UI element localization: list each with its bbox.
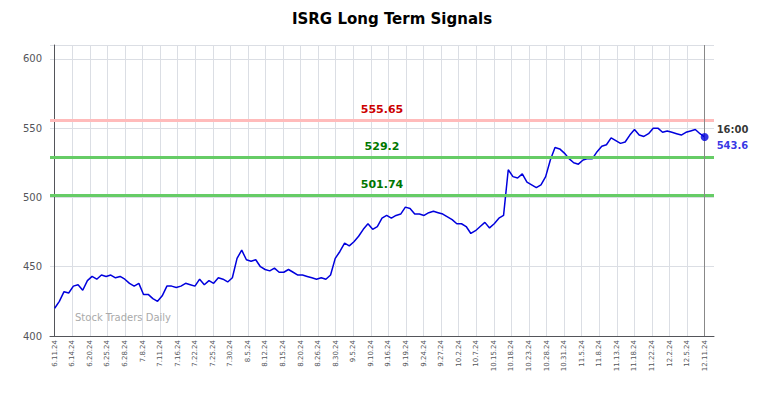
svg-text:400: 400	[23, 331, 42, 342]
svg-text:7.11.24: 7.11.24	[156, 339, 164, 366]
svg-text:10.7.24: 10.7.24	[472, 339, 480, 366]
svg-text:8.12.24: 8.12.24	[261, 339, 269, 366]
svg-text:9.27.24: 9.27.24	[437, 339, 445, 366]
svg-text:12.2.24: 12.2.24	[666, 339, 674, 366]
svg-text:6.25.24: 6.25.24	[103, 339, 111, 366]
svg-text:Stock Traders Daily: Stock Traders Daily	[75, 312, 171, 323]
svg-text:6.20.24: 6.20.24	[86, 339, 94, 366]
svg-text:7.30.24: 7.30.24	[226, 339, 234, 366]
svg-text:11.5.24: 11.5.24	[578, 339, 586, 366]
svg-text:529.2: 529.2	[365, 140, 400, 153]
svg-text:501.74: 501.74	[361, 178, 404, 191]
svg-text:10.23.24: 10.23.24	[525, 339, 533, 371]
svg-text:9.5.24: 9.5.24	[349, 339, 357, 362]
svg-text:6.28.24: 6.28.24	[121, 339, 129, 366]
svg-text:10.15.24: 10.15.24	[490, 339, 498, 371]
svg-text:8.15.24: 8.15.24	[279, 339, 287, 366]
svg-text:555.65: 555.65	[361, 103, 403, 116]
svg-text:6.14.24: 6.14.24	[68, 339, 76, 366]
svg-text:8.20.24: 8.20.24	[297, 339, 305, 366]
svg-text:ISRG Long Term Signals: ISRG Long Term Signals	[292, 10, 492, 28]
svg-text:10.31.24: 10.31.24	[560, 339, 568, 371]
svg-text:10.28.24: 10.28.24	[543, 339, 551, 371]
svg-text:10.18.24: 10.18.24	[507, 339, 515, 371]
svg-text:8.30.24: 8.30.24	[332, 339, 340, 366]
svg-text:9.24.24: 9.24.24	[420, 339, 428, 366]
svg-text:8.5.24: 8.5.24	[244, 339, 252, 362]
svg-text:16:00: 16:00	[717, 124, 749, 135]
svg-text:543.6: 543.6	[717, 140, 749, 151]
svg-text:6.11.24: 6.11.24	[51, 339, 59, 366]
svg-text:11.22.24: 11.22.24	[648, 339, 656, 371]
svg-text:7.25.24: 7.25.24	[209, 339, 217, 366]
svg-text:600: 600	[23, 53, 42, 64]
svg-text:8.26.24: 8.26.24	[314, 339, 322, 366]
svg-text:9.19.24: 9.19.24	[402, 339, 410, 366]
svg-text:450: 450	[23, 261, 42, 272]
svg-text:500: 500	[23, 192, 42, 203]
svg-text:12.5.24: 12.5.24	[683, 339, 691, 366]
svg-text:10.2.24: 10.2.24	[455, 339, 463, 366]
svg-text:7.22.24: 7.22.24	[191, 339, 199, 366]
svg-text:9.16.24: 9.16.24	[384, 339, 392, 366]
svg-text:11.18.24: 11.18.24	[630, 339, 638, 371]
svg-text:11.8.24: 11.8.24	[595, 339, 603, 366]
svg-text:9.10.24: 9.10.24	[367, 339, 375, 366]
svg-text:7.16.24: 7.16.24	[174, 339, 182, 366]
svg-text:12.11.24: 12.11.24	[701, 339, 709, 371]
svg-text:550: 550	[23, 123, 42, 134]
svg-text:11.13.24: 11.13.24	[613, 339, 621, 371]
svg-text:7.8.24: 7.8.24	[139, 339, 147, 362]
